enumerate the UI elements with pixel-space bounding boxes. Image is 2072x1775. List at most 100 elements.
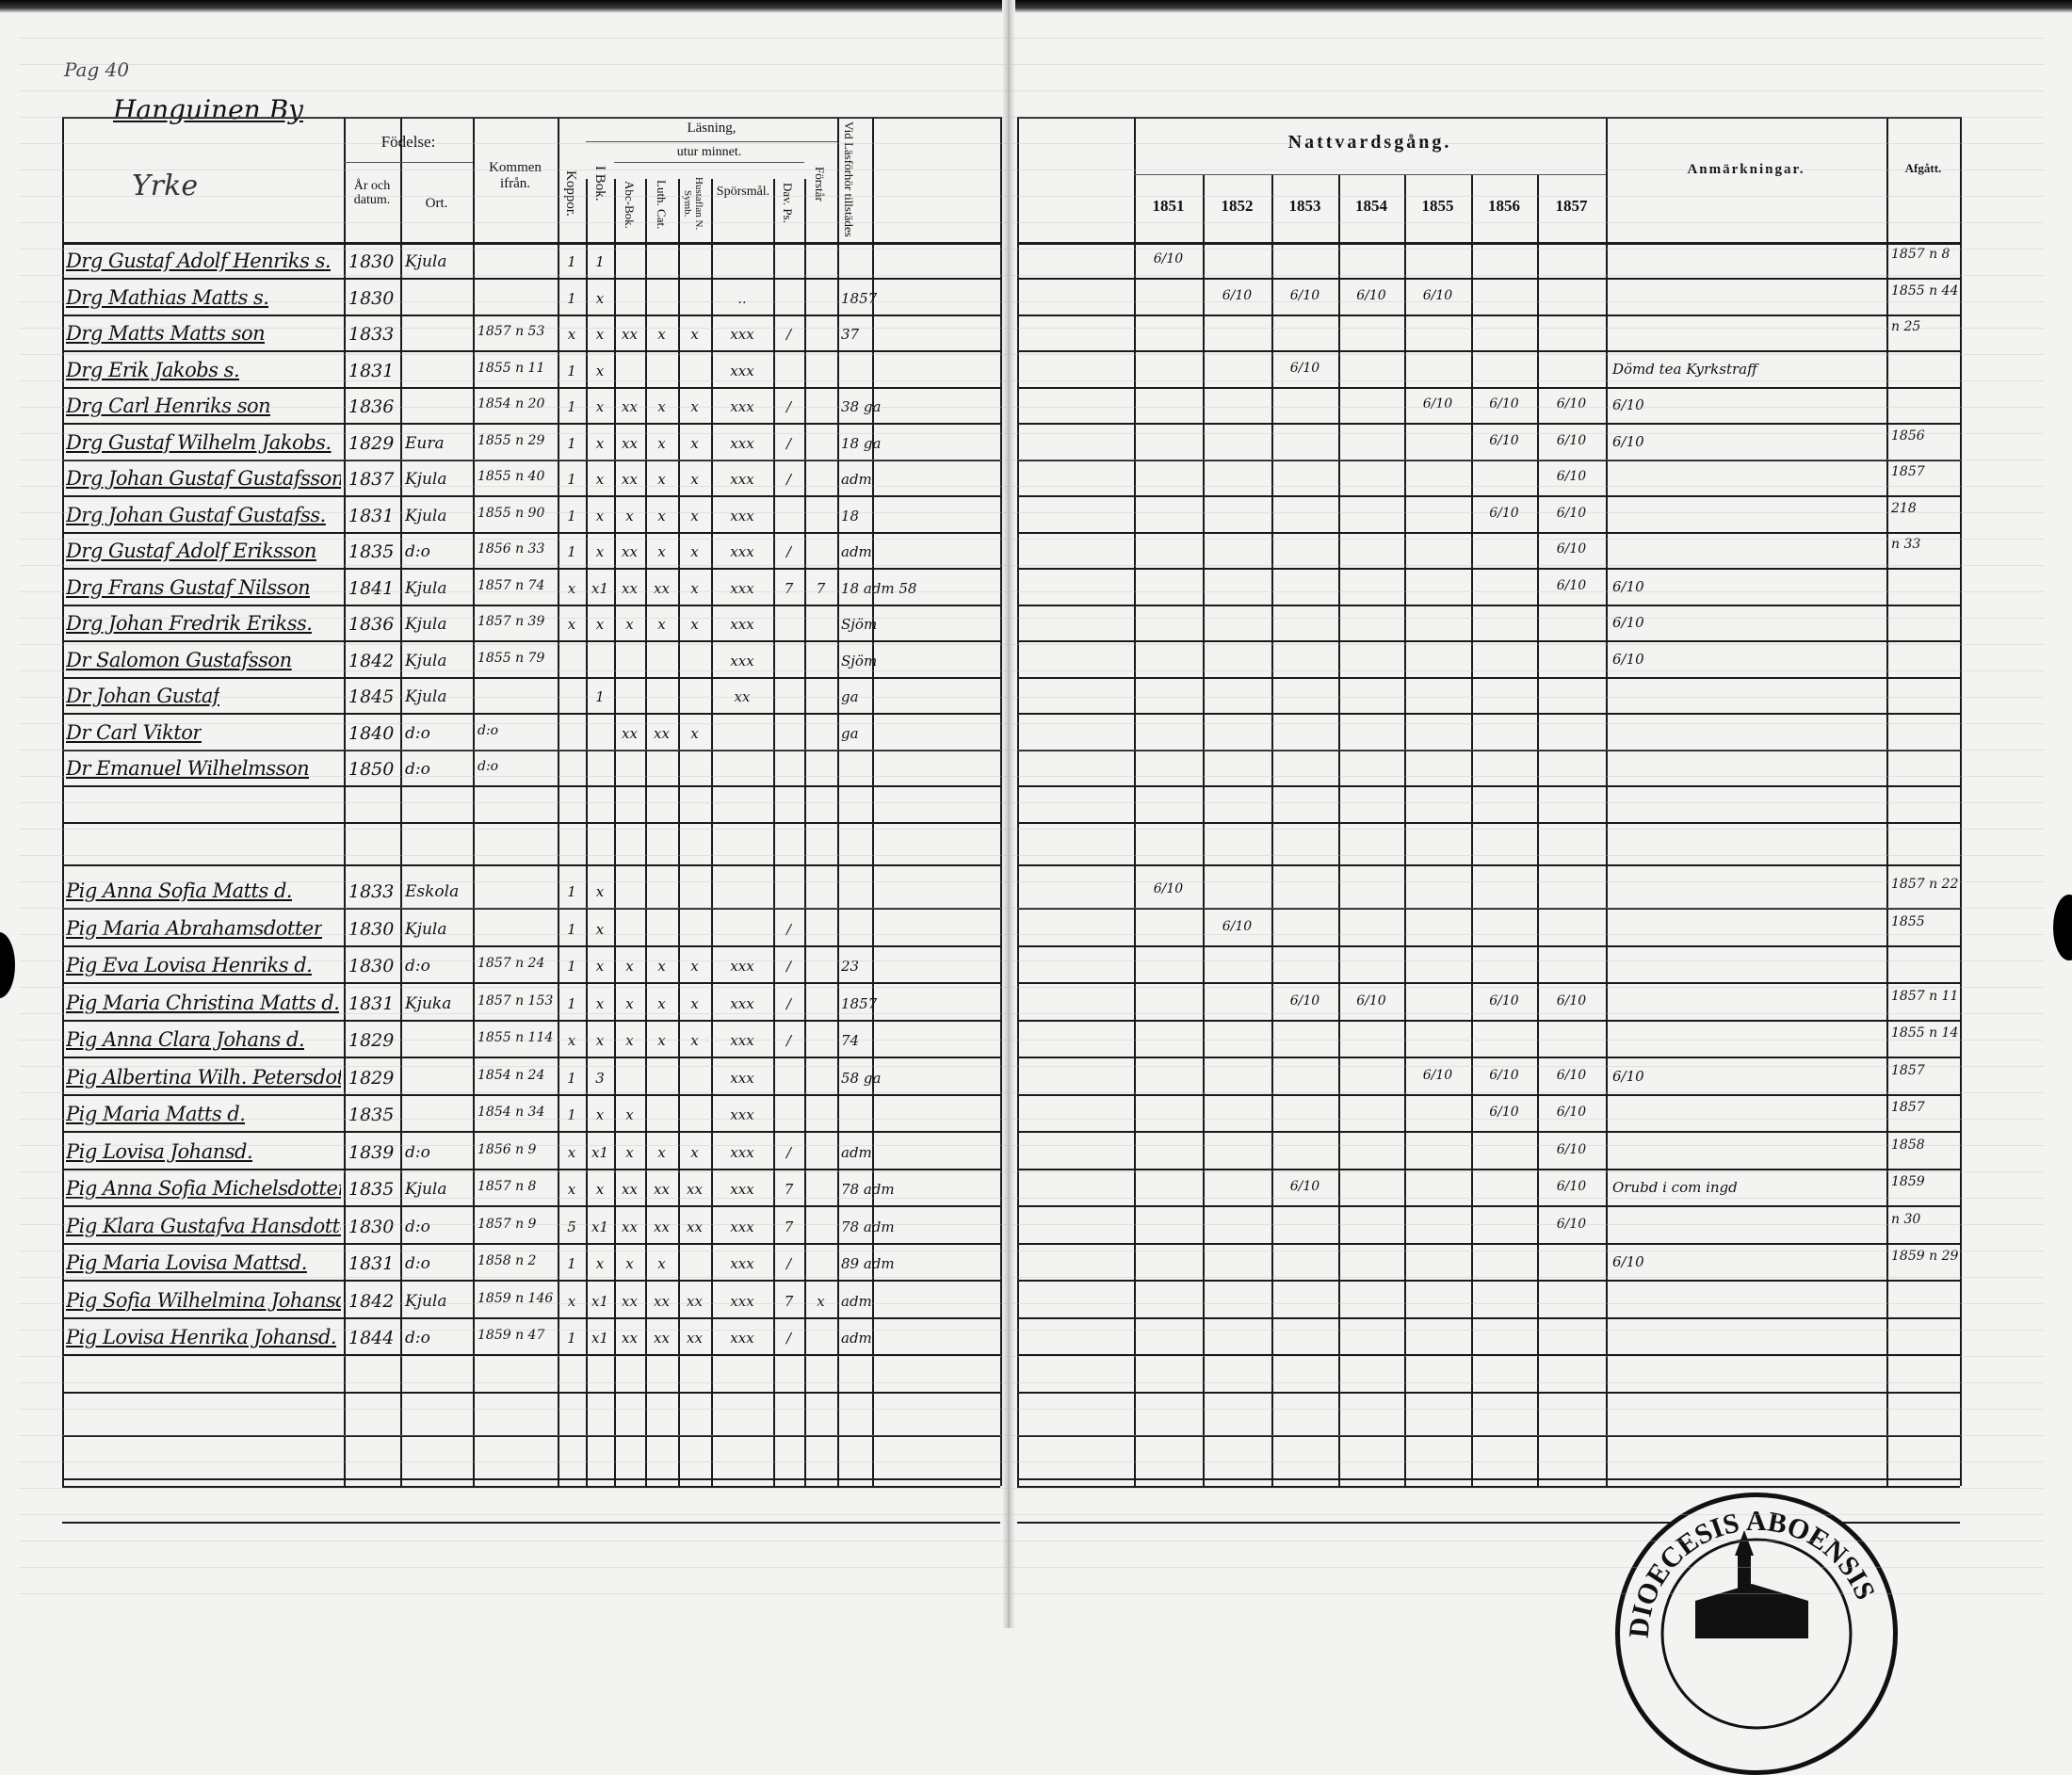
paper-ruling <box>19 512 2044 513</box>
birth-place: Kjula <box>405 651 447 670</box>
reading-mark: xx <box>654 579 670 597</box>
person-name: Drg Gustaf Adolf Eriksson <box>66 540 316 562</box>
reading-mark: xxx <box>730 507 754 524</box>
person-name: Dr Johan Gustaf <box>66 685 220 707</box>
row-rule <box>1017 605 1960 606</box>
departure-note: 1855 n 14 <box>1891 1026 1959 1041</box>
birth-date: 1833 <box>348 324 395 345</box>
row-rule <box>1017 1169 1960 1170</box>
reading-mark: xxx <box>730 1106 754 1123</box>
row-rule <box>62 1354 1000 1356</box>
paper-ruling <box>19 143 2044 144</box>
reading-mark: x <box>690 616 699 633</box>
reading-mark: x <box>690 543 699 560</box>
reading-mark: x <box>595 362 605 379</box>
person-name: Pig Maria Lovisa Mattsd. <box>66 1251 307 1274</box>
birth-place: Kjula <box>405 252 447 271</box>
row-rule <box>1017 1094 1960 1096</box>
reading-mark: x <box>595 994 605 1012</box>
paper-ruling <box>19 433 2044 434</box>
reading-mark: x <box>690 326 699 343</box>
reading-mark: x <box>690 1143 699 1161</box>
reading-mark: xxx <box>730 1292 754 1310</box>
arrived-from: 1855 n 114 <box>478 1030 554 1045</box>
paper-ruling <box>19 881 2044 882</box>
reading-mark: x <box>690 958 699 975</box>
birth-place: Eskola <box>405 882 460 901</box>
reading-mark: xx <box>622 579 638 597</box>
birth-place-header: Ort. <box>425 196 448 211</box>
dav-ps-header: Dav. Ps. <box>781 182 795 223</box>
person-name: Pig Sofia Wilhelmina Johansd. <box>66 1288 341 1312</box>
reading-mark: x <box>625 958 634 975</box>
reading-mark: / <box>785 958 792 975</box>
birth-place: d:o <box>405 723 430 743</box>
departure-note: n 25 <box>1891 320 1921 334</box>
reading-mark: 7 <box>784 1218 794 1235</box>
lasning-sub-rule <box>586 141 837 142</box>
column-rule <box>1960 117 1962 1486</box>
paper-ruling <box>19 1171 2044 1172</box>
reading-mark: xxx <box>730 398 754 415</box>
reading-mark: xx <box>654 1218 670 1235</box>
row-rule <box>1017 1280 1960 1282</box>
paper-ruling <box>19 987 2044 988</box>
communion-date: 6/10 <box>1489 1105 1519 1120</box>
arrived-from: 1855 n 79 <box>478 650 545 666</box>
row-rule <box>62 1280 1000 1282</box>
year-header: 1857 <box>1555 197 1588 215</box>
reading-mark: xxx <box>730 434 754 452</box>
communion-date: 6/10 <box>1222 918 1253 934</box>
reading-mark: xx <box>622 398 638 415</box>
birth-place: Kjula <box>405 1180 447 1199</box>
arrived-from: d:o <box>478 759 499 774</box>
birth-place: d:o <box>405 957 430 976</box>
birth-date: 1845 <box>348 686 395 707</box>
communion-date: 6/10 <box>1489 1067 1519 1083</box>
arrived-from: 1857 n 39 <box>478 614 545 629</box>
departure-note: 1857 n 8 <box>1891 248 1951 262</box>
year-header: 1856 <box>1488 197 1520 215</box>
reading-mark: 1 <box>567 362 576 379</box>
reading-mark: x <box>657 471 666 488</box>
row-rule <box>62 1478 1000 1480</box>
reading-mark: x <box>625 1143 634 1161</box>
birth-place: Kjula <box>405 506 447 525</box>
reading-mark: x <box>567 326 576 343</box>
paper-ruling <box>19 1330 2044 1331</box>
reading-mark: x <box>595 434 605 452</box>
paper-ruling <box>19 644 2044 645</box>
luth-cat-header: Luth. Cat. <box>655 180 669 230</box>
person-name: Drg Johan Fredrik Erikss. <box>66 612 313 635</box>
arrived-from: 1857 n 24 <box>478 956 545 971</box>
birth-place: Kjula <box>405 615 447 634</box>
reading-mark: 1 <box>567 920 576 938</box>
reading-mark: / <box>785 1255 792 1272</box>
paper-ruling <box>19 1488 2044 1489</box>
reading-mark: x <box>657 994 666 1012</box>
birth-place: Eura <box>405 433 445 453</box>
birth-date: 1840 <box>348 722 395 744</box>
row-rule <box>1017 532 1960 534</box>
person-name: Pig Albertina Wilh. Petersdotter <box>66 1065 341 1089</box>
communion-date: 6/10 <box>1556 1141 1587 1157</box>
departure-note: n 30 <box>1891 1212 1921 1227</box>
person-name: Pig Eva Lovisa Henriks d. <box>66 954 313 976</box>
reading-mark: / <box>785 1032 792 1049</box>
row-rule <box>62 1131 1000 1133</box>
reading-mark: x <box>657 398 666 415</box>
table-top-rule <box>1017 117 1960 119</box>
reading-mark: xxx <box>730 326 754 343</box>
anmarkningar-header: Anmärkningar. <box>1687 162 1805 177</box>
reading-mark: xx <box>654 1292 670 1310</box>
attendance-note: adm <box>841 543 872 560</box>
paper-ruling <box>19 275 2044 276</box>
reading-mark: x <box>625 507 634 524</box>
year-header: 1852 <box>1221 197 1254 215</box>
reading-mark: x <box>595 1106 605 1123</box>
attendance-note: 18 ga <box>841 434 882 452</box>
row-rule <box>62 945 1000 947</box>
reading-mark: xxx <box>730 579 754 597</box>
row-rule <box>1017 495 1960 497</box>
column-rule <box>558 117 559 1486</box>
